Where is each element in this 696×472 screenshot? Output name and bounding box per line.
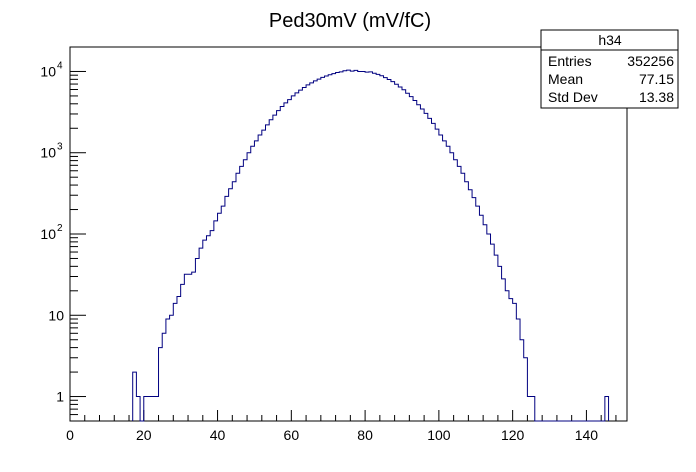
y-tick-label: 10 (48, 307, 64, 323)
y-tick-label: 1 (56, 389, 64, 405)
stats-entries-label: Entries (548, 53, 592, 69)
x-tick-label: 0 (66, 427, 74, 443)
x-axis: 0 20 40 60 80 100 120 140 (66, 410, 617, 443)
chart-title: Ped30mV (mV/fC) (269, 10, 431, 32)
y-tick-label: 10 (40, 145, 56, 161)
stats-box-name: h34 (598, 32, 622, 48)
x-tick-label: 80 (357, 427, 373, 443)
y-tick-label: 10 (40, 226, 56, 242)
stats-entries-value: 352256 (627, 53, 674, 69)
stats-stddev-value: 13.38 (639, 89, 674, 105)
x-tick-label: 140 (575, 427, 599, 443)
y-tick-exponent: 4 (57, 60, 63, 71)
y-tick-exponent: 2 (57, 223, 63, 234)
x-tick-label: 120 (501, 427, 525, 443)
stats-box-frame (540, 29, 679, 109)
stats-mean-value: 77.15 (639, 71, 674, 87)
stats-mean-label: Mean (548, 71, 583, 87)
x-tick-label: 100 (427, 427, 451, 443)
x-tick-label: 20 (136, 427, 152, 443)
y-tick-exponent: 3 (57, 142, 63, 153)
x-tick-label: 60 (284, 427, 300, 443)
stats-stddev-label: Std Dev (548, 89, 598, 105)
stats-box: h34 Entries 352256 Mean 77.15 Std Dev 13… (540, 29, 679, 109)
histogram-series-line (132, 69, 610, 422)
x-tick-label: 40 (210, 427, 226, 443)
y-tick-label: 10 (40, 63, 56, 79)
